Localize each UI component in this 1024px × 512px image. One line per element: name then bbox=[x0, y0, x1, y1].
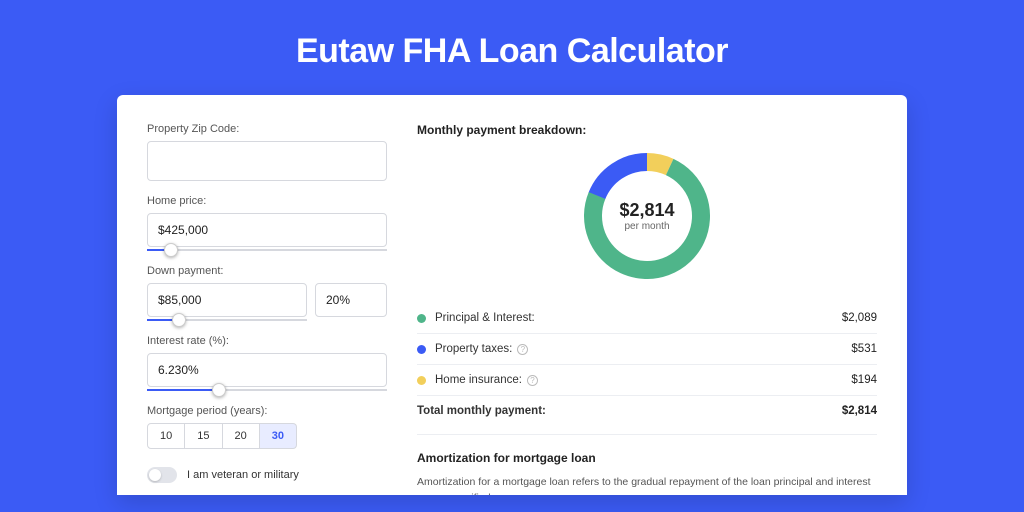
down-payment-input[interactable] bbox=[147, 283, 307, 317]
zip-field: Property Zip Code: bbox=[147, 123, 387, 181]
total-label: Total monthly payment: bbox=[417, 405, 842, 417]
donut-center: $2,814 per month bbox=[584, 153, 710, 279]
amortization-section: Amortization for mortgage loan Amortizat… bbox=[417, 434, 877, 495]
down-payment-percent-input[interactable] bbox=[315, 283, 387, 317]
interest-rate-input[interactable] bbox=[147, 353, 387, 387]
interest-rate-field: Interest rate (%): bbox=[147, 335, 387, 391]
period-btn-20[interactable]: 20 bbox=[223, 423, 260, 449]
toggle-knob bbox=[149, 469, 161, 481]
total-amount: $2,814 bbox=[842, 405, 877, 417]
breakdown-amount: $531 bbox=[851, 343, 877, 355]
slider-thumb[interactable] bbox=[172, 313, 186, 327]
home-price-input[interactable] bbox=[147, 213, 387, 247]
amortization-title: Amortization for mortgage loan bbox=[417, 451, 877, 465]
zip-label: Property Zip Code: bbox=[147, 123, 387, 135]
down-payment-field: Down payment: bbox=[147, 265, 387, 321]
breakdown-column: Monthly payment breakdown: $2,814 per mo… bbox=[417, 123, 877, 495]
down-payment-label: Down payment: bbox=[147, 265, 387, 277]
interest-rate-label: Interest rate (%): bbox=[147, 335, 387, 347]
breakdown-list: Principal & Interest:$2,089Property taxe… bbox=[417, 303, 877, 426]
breakdown-amount: $2,089 bbox=[842, 312, 877, 324]
slider-thumb[interactable] bbox=[164, 243, 178, 257]
page-title: Eutaw FHA Loan Calculator bbox=[0, 0, 1024, 95]
slider-thumb[interactable] bbox=[212, 383, 226, 397]
interest-rate-slider[interactable] bbox=[147, 389, 387, 391]
info-icon[interactable]: ? bbox=[527, 375, 538, 386]
breakdown-row: Home insurance:?$194 bbox=[417, 364, 877, 395]
veteran-toggle[interactable] bbox=[147, 467, 177, 483]
breakdown-label: Property taxes:? bbox=[435, 343, 851, 355]
veteran-toggle-label: I am veteran or military bbox=[187, 469, 299, 481]
info-icon[interactable]: ? bbox=[517, 344, 528, 355]
amortization-text: Amortization for a mortgage loan refers … bbox=[417, 475, 877, 495]
breakdown-row: Principal & Interest:$2,089 bbox=[417, 303, 877, 333]
period-btn-30[interactable]: 30 bbox=[260, 423, 297, 449]
mortgage-period-field: Mortgage period (years): 10152030 bbox=[147, 405, 387, 449]
legend-dot bbox=[417, 345, 426, 354]
down-payment-slider[interactable] bbox=[147, 319, 307, 321]
breakdown-amount: $194 bbox=[851, 374, 877, 386]
home-price-label: Home price: bbox=[147, 195, 387, 207]
home-price-slider[interactable] bbox=[147, 249, 387, 251]
breakdown-title: Monthly payment breakdown: bbox=[417, 123, 877, 137]
donut-chart-area: $2,814 per month bbox=[417, 147, 877, 295]
breakdown-total-row: Total monthly payment:$2,814 bbox=[417, 395, 877, 426]
legend-dot bbox=[417, 314, 426, 323]
home-price-field: Home price: bbox=[147, 195, 387, 251]
period-btn-15[interactable]: 15 bbox=[185, 423, 222, 449]
mortgage-period-label: Mortgage period (years): bbox=[147, 405, 387, 417]
breakdown-row: Property taxes:?$531 bbox=[417, 333, 877, 364]
mortgage-period-group: 10152030 bbox=[147, 423, 387, 449]
veteran-toggle-row: I am veteran or military bbox=[147, 467, 387, 483]
form-column: Property Zip Code: Home price: Down paym… bbox=[147, 123, 387, 495]
breakdown-label: Home insurance:? bbox=[435, 374, 851, 386]
zip-input[interactable] bbox=[147, 141, 387, 181]
donut-amount: $2,814 bbox=[619, 200, 674, 221]
donut-sub: per month bbox=[624, 221, 669, 232]
legend-dot bbox=[417, 376, 426, 385]
breakdown-label: Principal & Interest: bbox=[435, 312, 842, 324]
calculator-card: Property Zip Code: Home price: Down paym… bbox=[117, 95, 907, 495]
period-btn-10[interactable]: 10 bbox=[147, 423, 185, 449]
